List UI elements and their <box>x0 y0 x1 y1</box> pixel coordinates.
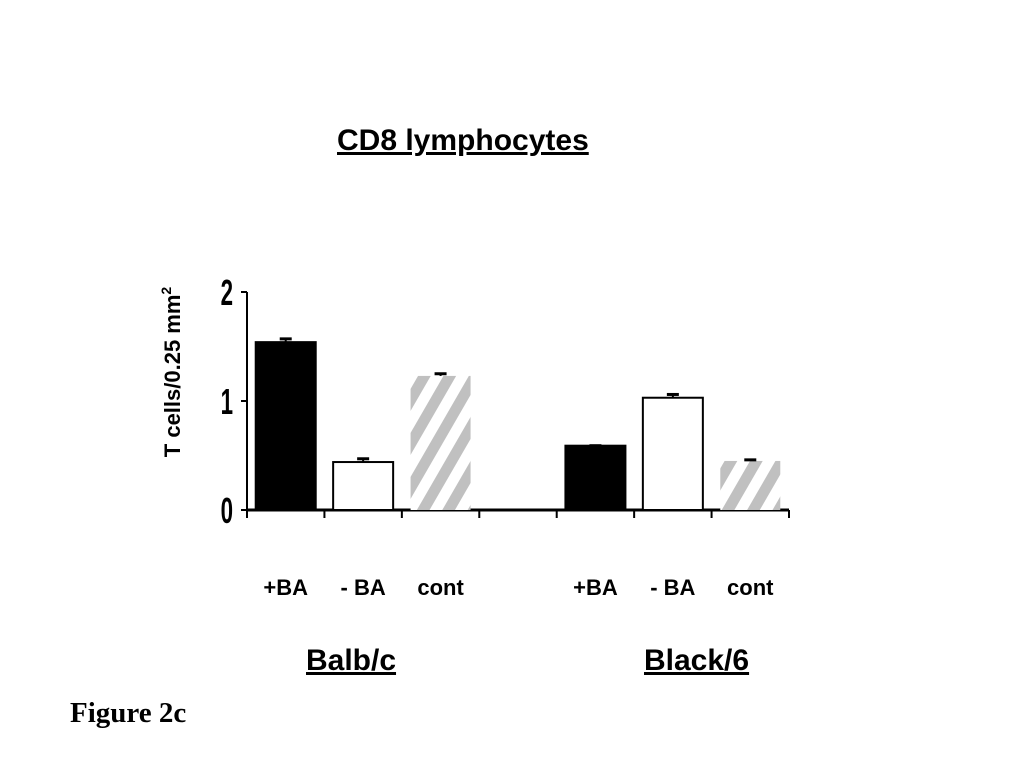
figure-label: Figure 2c <box>70 697 187 729</box>
x-category-label: - BA <box>341 575 386 600</box>
y-tick-label: 2 <box>221 274 233 314</box>
bar-balbc-cont <box>410 375 471 510</box>
bar-balbc-ba <box>254 341 317 512</box>
bar-balbc-ba <box>332 461 395 512</box>
group-label-black6: Black/6 <box>644 644 750 677</box>
x-category-label: +BA <box>573 575 618 600</box>
y-tick-label: 0 <box>221 492 233 532</box>
bar-black6-cont <box>720 460 781 510</box>
group-label-balbc: Balb/c <box>306 644 397 677</box>
y-tick-label: 1 <box>221 383 233 423</box>
bar-black6-ba <box>641 396 704 512</box>
x-category-label: cont <box>727 575 774 600</box>
x-category-label: cont <box>417 575 464 600</box>
x-category-label: - BA <box>650 575 695 600</box>
chart-title: CD8 lymphocytes <box>337 124 589 157</box>
y-axis-label: T cells/0.25 mm2 <box>158 287 185 458</box>
x-category-label: +BA <box>263 575 308 600</box>
bar-black6-ba <box>564 444 627 511</box>
